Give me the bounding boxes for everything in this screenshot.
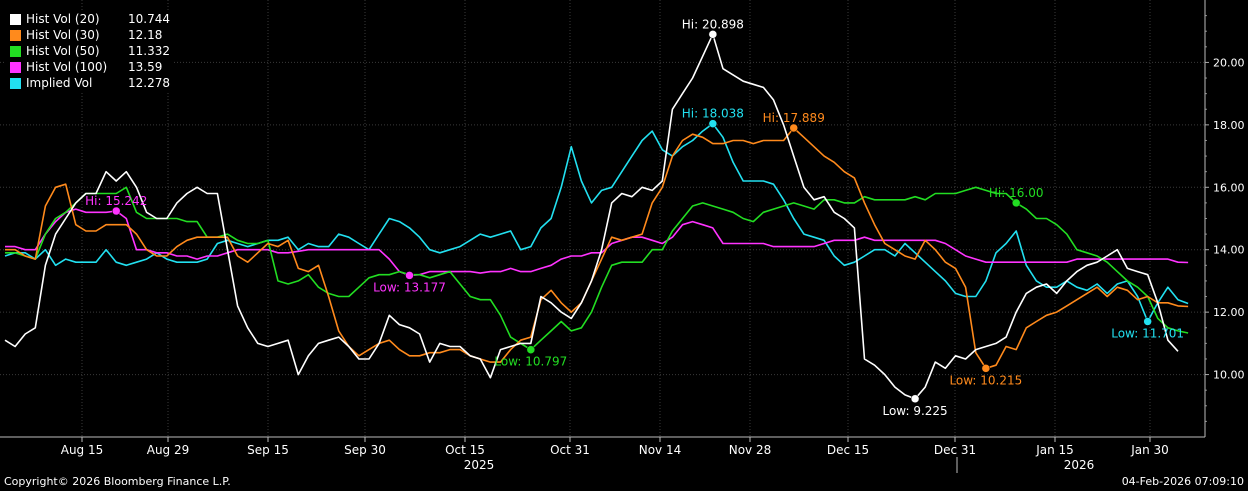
series-line (5, 208, 1189, 277)
annotation-label: Low: 10.797 (494, 355, 567, 369)
legend-series-name: Hist Vol (50) (26, 44, 100, 58)
y-tick-label: 16.00 (1213, 181, 1245, 194)
y-tick-label: 18.00 (1213, 119, 1245, 132)
x-tick-label: Sep 15 (247, 443, 289, 457)
legend-series-last-value: 10.744 (128, 12, 170, 26)
legend-swatch (10, 29, 21, 41)
annotation-label: Low: 9.225 (882, 404, 947, 418)
legend-swatch (10, 77, 21, 89)
chart-legend: Hist Vol (20) 10.744 Hist Vol (30) 12.18… (6, 10, 174, 93)
legend-series-last-value: 12.18 (128, 28, 163, 42)
y-tick-label: 14.00 (1213, 244, 1245, 257)
x-tick-label: Oct 31 (550, 443, 590, 457)
x-tick-label: Oct 15 (445, 443, 485, 457)
extreme-marker (1011, 198, 1021, 208)
extreme-marker (111, 206, 121, 216)
x-tick-label: Jan 15 (1035, 443, 1074, 457)
series-line (4, 122, 1189, 323)
annotation-label: Hi: 16.00 (989, 186, 1044, 200)
x-year-label: 2026 (1064, 458, 1095, 472)
x-year-label: 2025 (464, 458, 495, 472)
extreme-marker (981, 364, 991, 373)
x-tick-label: Aug 29 (147, 443, 190, 457)
series-line (5, 186, 1189, 351)
extreme-marker (708, 30, 718, 39)
extreme-marker (910, 394, 920, 404)
timestamp-text: 04-Feb-2026 07:09:10 (1121, 475, 1244, 488)
legend-series-name: Implied Vol (26, 76, 93, 90)
legend-swatch (10, 45, 21, 57)
x-tick-label: Sep 30 (344, 443, 386, 457)
annotation-label: Hi: 15.242 (85, 194, 147, 208)
x-tick-label: Jan 30 (1130, 443, 1169, 457)
y-tick-label: 12.00 (1213, 306, 1245, 319)
copyright-text: Copyright© 2026 Bloomberg Finance L.P. (4, 475, 231, 488)
annotation-label: Low: 10.215 (949, 373, 1022, 387)
legend-series-last-value: 12.278 (128, 76, 170, 90)
legend-series-name: Hist Vol (100) (26, 60, 108, 74)
annotation-label: Hi: 20.898 (682, 17, 744, 31)
x-tick-label: Dec 31 (934, 443, 976, 457)
extreme-marker (789, 123, 798, 133)
legend-item-hist-vol-30[interactable]: Hist Vol (30) 12.18 (10, 27, 170, 43)
annotation-label: Low: 13.177 (373, 280, 446, 294)
annotation-label: Hi: 17.889 (763, 111, 825, 125)
extreme-marker (405, 271, 414, 280)
legend-item-hist-vol-20[interactable]: Hist Vol (20) 10.744 (10, 11, 170, 27)
annotation-label: Hi: 18.038 (682, 107, 744, 121)
x-tick-label: Dec 15 (827, 443, 869, 457)
x-tick-label: Nov 14 (639, 443, 682, 457)
legend-swatch (10, 61, 21, 73)
legend-item-hist-vol-100[interactable]: Hist Vol (100) 13.59 (10, 59, 170, 75)
annotation-label: Low: 11.701 (1111, 326, 1184, 340)
extreme-marker (1143, 317, 1152, 326)
legend-series-name: Hist Vol (20) (26, 12, 100, 26)
y-tick-label: 10.00 (1213, 369, 1245, 382)
y-tick-label: 20.00 (1213, 56, 1245, 69)
x-tick-label: Nov 28 (729, 443, 772, 457)
series-line (4, 33, 1179, 400)
extreme-marker (708, 119, 718, 128)
legend-series-name: Hist Vol (30) (26, 28, 100, 42)
series-line (5, 127, 1189, 370)
x-tick-label: Aug 15 (61, 443, 104, 457)
legend-series-last-value: 11.332 (128, 44, 170, 58)
legend-item-hist-vol-50[interactable]: Hist Vol (50) 11.332 (10, 43, 170, 59)
legend-series-last-value: 13.59 (128, 60, 163, 74)
legend-swatch (10, 13, 21, 25)
extreme-marker (526, 345, 536, 354)
legend-item-implied-vol[interactable]: Implied Vol 12.278 (10, 75, 170, 91)
